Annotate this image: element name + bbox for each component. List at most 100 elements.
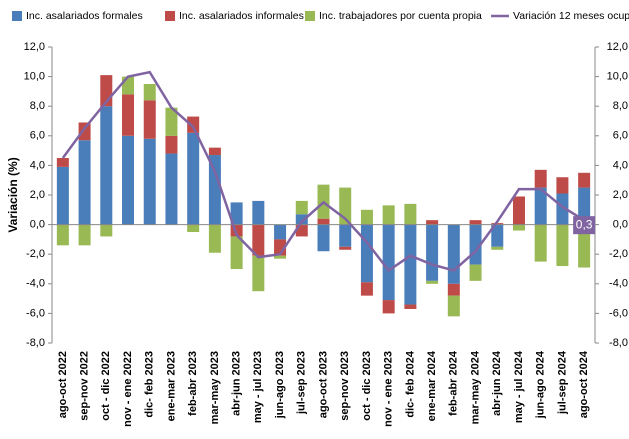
y-tick-label: 6,0 [30,130,45,142]
bar [556,224,569,267]
bar [143,100,156,139]
bar [360,224,373,283]
y-tick-label: 12,0 [24,41,45,53]
y-tick-label: -4,0 [26,278,45,290]
bar [295,200,308,215]
bar [426,220,439,225]
legend-label: Variación 12 meses ocupados [513,10,629,22]
x-tick-label: ago-oct 2024 [578,350,590,418]
y2-tick-label: -8,0 [609,337,628,349]
x-tick-label: oct - dic 2022 [100,351,112,421]
bar [404,203,417,225]
bar [56,166,69,225]
bar [78,224,91,246]
bar [469,264,482,281]
bar [534,169,547,188]
bar [208,155,221,225]
y2-tick-label: -6,0 [609,307,628,319]
bar [534,224,547,262]
bar [578,224,591,268]
x-tick-label: dic- feb 2023 [144,351,156,418]
bar [252,200,265,225]
value-label-box [573,216,596,235]
bar [382,300,395,314]
bar [491,224,504,247]
legend-swatch [305,11,315,21]
y2-tick-label: 8,0 [613,100,628,112]
y-tick-label: 0,0 [30,219,45,231]
x-tick-label: abr-jun 2023 [231,351,243,416]
x-tick-label: jun-ago 2024 [535,350,547,419]
x-tick-label: ene-mar 2024 [426,350,438,421]
x-tick-label: sep-nov 2022 [78,351,90,421]
y2-tick-label: 12,0 [607,41,628,53]
bar [317,224,330,252]
bar [252,224,265,256]
x-tick-label: may - jul 2023 [252,351,264,423]
x-tick-label: nov - ene 2023 [383,351,395,427]
bar [78,140,91,225]
bar [317,218,330,225]
bar [208,224,221,253]
bar [208,147,221,156]
y-tick-label: 2,0 [30,189,45,201]
x-tick-label: abr-jun 2024 [491,350,503,416]
bar [339,246,352,250]
x-tick-label: jun-ago 2023 [274,351,286,419]
bar [165,153,178,225]
bar [556,177,569,194]
bar [512,224,525,231]
bar [447,283,460,296]
line [61,70,585,273]
bar [447,295,460,317]
x-tick-label: mar-may 2023 [209,351,221,424]
bar [230,224,243,237]
legend-label: Inc. asalariados formales [26,10,143,22]
bar [382,224,395,301]
bar [252,255,265,292]
bar [165,135,178,154]
y-axis-label: Variación (%) [6,157,20,232]
bar [122,135,135,225]
bar [56,158,69,167]
y-tick-label: 10,0 [24,71,45,83]
bar [295,224,308,237]
bar [143,138,156,225]
y-tick-label: -8,0 [26,337,45,349]
x-tick-label: jul-sep 2024 [556,350,568,415]
bar [295,214,308,225]
bar [426,224,439,281]
y2-tick-label: 2,0 [613,189,628,201]
x-tick-label: mar-may 2024 [469,350,481,424]
bar [360,282,373,296]
bar [100,106,113,225]
y2-tick-label: 6,0 [613,130,628,142]
legend-label: Inc. trabajadores por cuenta propia [319,10,482,22]
x-tick-label: ago-oct 2023 [317,351,329,418]
bar [122,94,135,136]
bar [404,224,417,305]
y-tick-label: -6,0 [26,307,45,319]
y2-tick-label: 0,0 [613,219,628,231]
bar [534,187,547,225]
x-tick-label: oct - dic 2023 [361,351,373,421]
y-tick-label: 8,0 [30,100,45,112]
y-tick-label: 4,0 [30,159,45,171]
bar [447,224,460,284]
bar [578,187,591,225]
bar [165,107,178,136]
bar [274,255,287,259]
bar [382,205,395,225]
bar [339,224,352,247]
y-tick-label: -2,0 [26,248,45,260]
bar [187,132,200,225]
bar [230,236,243,269]
bar [230,202,243,225]
bar [187,116,200,133]
bar [360,209,373,225]
x-tick-label: ago-oct 2022 [57,351,69,418]
value-label: 0,3 [576,217,593,231]
bar [512,196,525,225]
